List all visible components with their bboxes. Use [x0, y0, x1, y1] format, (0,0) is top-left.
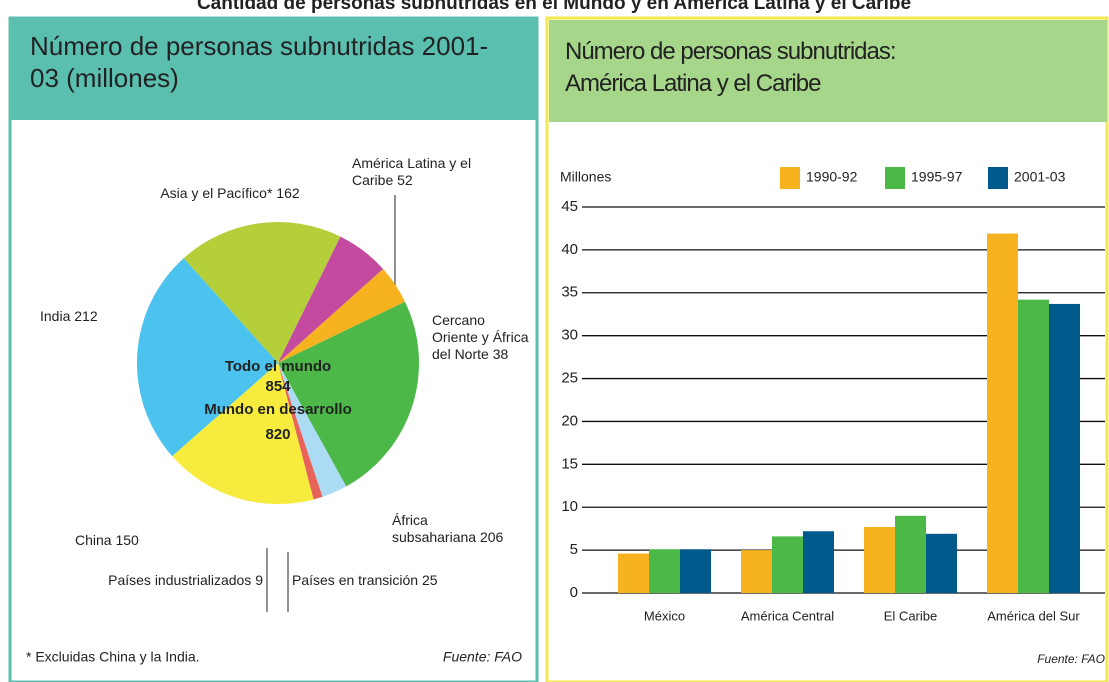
- main-title: Cantidad de personas subnutridas en el M…: [197, 0, 911, 14]
- slice-label: Asia y el Pacífico* 162: [140, 185, 320, 202]
- center-value: 854: [265, 378, 291, 395]
- slice-label: Países en transición 25: [292, 572, 462, 589]
- slice-value: 212: [74, 308, 98, 324]
- slice-name: Países industrializados: [108, 572, 252, 588]
- y-tick-label: 40: [561, 241, 578, 258]
- bar: [926, 533, 957, 593]
- pie-slice: [278, 269, 405, 363]
- bar: [987, 233, 1018, 593]
- slice-value: 206: [479, 529, 504, 545]
- bar: [680, 549, 711, 593]
- bar: [741, 550, 772, 593]
- slice-name: Asia y el Pacífico*: [160, 185, 273, 201]
- center-label: Todo el mundo: [225, 358, 331, 375]
- center-label: Mundo en desarrollo: [204, 401, 352, 418]
- y-tick-label: 15: [561, 455, 578, 472]
- y-tick-label: 20: [561, 412, 578, 429]
- source: Fuente: FAO: [1037, 652, 1105, 666]
- pie-slice: [183, 222, 341, 363]
- bar: [649, 549, 680, 593]
- x-tick-label: México: [644, 608, 685, 623]
- bar: [864, 526, 895, 593]
- y-tick-label: 35: [561, 284, 578, 301]
- bar: [1049, 303, 1080, 593]
- footnote: * Excluidas China y la India.: [26, 649, 200, 665]
- slice-label: India 212: [40, 308, 160, 325]
- pie-slice: [278, 363, 323, 500]
- y-tick-label: 5: [570, 541, 578, 558]
- right-header: [549, 20, 1107, 122]
- bar: [1018, 299, 1049, 593]
- legend-swatch: [885, 167, 905, 189]
- y-tick-label: 10: [561, 498, 578, 515]
- y-axis-label: Millones: [560, 169, 611, 185]
- bar: [895, 515, 926, 593]
- pie-title: Número de personas subnutridas 2001-03 (…: [30, 31, 489, 93]
- pie-slice: [278, 301, 419, 487]
- legend-label: 1990-92: [806, 169, 858, 185]
- bar: [772, 536, 803, 593]
- legend-swatch: [988, 167, 1008, 189]
- bar-title: Número de personas subnutridas: América …: [565, 38, 897, 97]
- slice-label: Países industrializados 9: [95, 572, 263, 589]
- y-tick-label: 25: [561, 370, 578, 387]
- legend-swatch: [780, 167, 800, 189]
- legend-label: 1995-97: [911, 169, 963, 185]
- pie-slice: [278, 236, 384, 363]
- legend-label: 2001-03: [1014, 169, 1066, 185]
- bar: [618, 553, 649, 593]
- x-tick-label: El Caribe: [884, 608, 937, 623]
- slice-value: 162: [276, 185, 300, 201]
- slice-value: 9: [255, 572, 263, 588]
- y-tick-label: 30: [561, 327, 578, 344]
- slice-value: 52: [397, 172, 413, 188]
- slice-value: 25: [421, 572, 438, 588]
- y-tick-label: 45: [561, 198, 578, 215]
- left-header: [10, 18, 537, 120]
- slice-value: 38: [492, 346, 509, 362]
- center-value: 820: [265, 426, 290, 443]
- slice-label: África subsahariana 206: [392, 512, 512, 546]
- x-tick-label: América del Sur: [987, 608, 1080, 623]
- bar: [803, 531, 834, 593]
- pie-slice: [137, 258, 278, 457]
- slice-name: India: [40, 308, 71, 324]
- slice-name: China: [75, 532, 112, 548]
- x-tick-label: América Central: [741, 608, 834, 623]
- source: Fuente: FAO: [443, 649, 522, 665]
- slice-name: Cercano Oriente y África del Norte: [432, 312, 529, 362]
- slice-value: 150: [115, 532, 139, 548]
- pie-slice: [278, 363, 347, 497]
- slice-name: África subsahariana: [392, 512, 477, 545]
- slice-name: Países en transición: [292, 572, 419, 588]
- slice-label: Cercano Oriente y África del Norte 38: [432, 312, 532, 363]
- slice-label: China 150: [75, 532, 195, 549]
- slice-name: América Latina y el Caribe: [352, 155, 472, 188]
- y-tick-label: 0: [570, 584, 578, 601]
- slice-label: América Latina y el Caribe 52: [352, 155, 492, 189]
- pie-slice: [172, 363, 314, 504]
